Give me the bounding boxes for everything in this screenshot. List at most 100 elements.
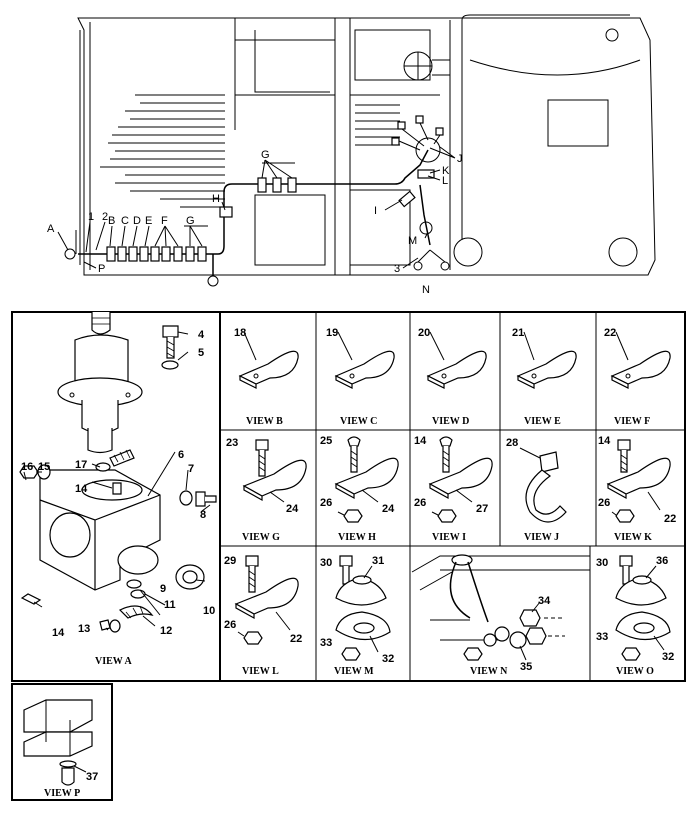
- view-m-callout-32: 32: [382, 653, 394, 665]
- view-b-caption: VIEW B: [246, 416, 283, 427]
- view-i-callout-27: 27: [476, 503, 488, 515]
- view-h-callout-24: 24: [382, 503, 395, 515]
- view-e-caption: VIEW E: [524, 416, 561, 427]
- label-n: N: [422, 284, 430, 296]
- view-b-callout-18: 18: [234, 327, 246, 339]
- callout-14-lower: 14: [52, 627, 65, 639]
- view-c-caption: VIEW C: [340, 416, 377, 427]
- view-n: 34 35 VIEW N: [411, 554, 590, 677]
- view-o: 30 36 33 32 VIEW O: [596, 555, 674, 677]
- view-i-caption: VIEW I: [432, 532, 466, 543]
- view-h-callout-26: 26: [320, 497, 332, 509]
- label-l: L: [442, 175, 448, 187]
- callout-12: 12: [160, 625, 172, 637]
- label-2: 2: [102, 211, 108, 223]
- view-i-callout-14: 14: [414, 435, 427, 447]
- callout-6: 6: [178, 449, 184, 461]
- view-g-callout-24: 24: [286, 503, 299, 515]
- callout-13: 13: [78, 623, 90, 635]
- louvre-lines: [100, 94, 400, 208]
- view-d: 20 VIEW D: [418, 327, 487, 427]
- label-3: 3: [394, 263, 400, 275]
- view-h-caption: VIEW H: [338, 532, 376, 543]
- view-h: 25 26 24 VIEW H: [320, 435, 399, 543]
- view-d-caption: VIEW D: [432, 416, 469, 427]
- detail-views-grid: [11, 311, 686, 801]
- callout-16: 16: [21, 461, 33, 473]
- callout-5: 5: [198, 347, 204, 359]
- view-h-callout-25: 25: [320, 435, 332, 447]
- label-c: C: [121, 215, 129, 227]
- label-j: J: [457, 153, 463, 165]
- view-d-callout-20: 20: [418, 327, 430, 339]
- view-p-caption: VIEW P: [44, 788, 80, 799]
- view-i-callout-26: 26: [414, 497, 426, 509]
- view-l: 29 26 22 VIEW L: [224, 555, 302, 677]
- view-j-caption: VIEW J: [524, 532, 559, 543]
- view-o-callout-32: 32: [662, 651, 674, 663]
- label-i: I: [374, 205, 377, 217]
- label-h: H: [212, 193, 220, 205]
- view-n-callout-35: 35: [520, 661, 532, 673]
- view-o-callout-33: 33: [596, 631, 608, 643]
- label-g-top: G: [261, 149, 270, 161]
- view-j: 28 VIEW J: [506, 437, 567, 543]
- view-a-caption: VIEW A: [95, 656, 133, 667]
- view-n-caption: VIEW N: [470, 666, 508, 677]
- label-1: 1: [88, 211, 94, 223]
- view-p-callout-37: 37: [86, 771, 98, 783]
- callout-14-upper: 14: [75, 483, 88, 495]
- view-j-callout-28: 28: [506, 437, 518, 449]
- label-f: F: [161, 215, 168, 227]
- callout-4: 4: [198, 329, 205, 341]
- view-c: 19 VIEW C: [326, 327, 395, 427]
- cable-clamp-markers: [106, 169, 435, 262]
- callout-9: 9: [160, 583, 166, 595]
- view-e-callout-21: 21: [512, 327, 524, 339]
- callout-8: 8: [200, 509, 206, 521]
- view-c-callout-19: 19: [326, 327, 338, 339]
- view-f-callout-22: 22: [604, 327, 616, 339]
- vehicle-routing-drawing: A 1 2 B C D E F G H G I J K L M 3 N P: [47, 14, 656, 296]
- view-e: 21 VIEW E: [512, 327, 577, 427]
- view-m-callout-30: 30: [320, 557, 332, 569]
- label-m: M: [408, 235, 417, 247]
- view-o-callout-30: 30: [596, 557, 608, 569]
- view-i: 14 26 27 VIEW I: [414, 435, 493, 543]
- callout-10: 10: [203, 605, 215, 617]
- callout-7: 7: [188, 463, 194, 475]
- view-k-callout-14: 14: [598, 435, 611, 447]
- view-b: 18 VIEW B: [234, 327, 299, 427]
- label-p: P: [98, 263, 105, 275]
- view-l-callout-29: 29: [224, 555, 236, 567]
- view-k-caption: VIEW K: [614, 532, 652, 543]
- view-k-callout-22: 22: [664, 513, 676, 525]
- label-e: E: [145, 215, 152, 227]
- label-b: B: [108, 215, 115, 227]
- view-f: 22 VIEW F: [604, 327, 671, 427]
- view-k: 14 26 22 VIEW K: [598, 435, 676, 543]
- view-l-caption: VIEW L: [242, 666, 279, 677]
- label-g-left: G: [186, 215, 195, 227]
- view-m-callout-31: 31: [372, 555, 384, 567]
- view-k-callout-26: 26: [598, 497, 610, 509]
- view-o-callout-36: 36: [656, 555, 668, 567]
- view-f-caption: VIEW F: [614, 416, 650, 427]
- callout-17: 17: [75, 459, 87, 471]
- view-l-callout-22: 22: [290, 633, 302, 645]
- view-g-callout-23: 23: [226, 437, 238, 449]
- view-m-callout-33: 33: [320, 637, 332, 649]
- label-a: A: [47, 223, 55, 235]
- view-o-caption: VIEW O: [616, 666, 654, 677]
- label-k: K: [442, 165, 450, 177]
- callout-11: 11: [164, 599, 176, 611]
- view-m-caption: VIEW M: [334, 666, 374, 677]
- view-m: 30 31 33 32 VIEW M: [320, 555, 394, 677]
- callout-15: 15: [38, 461, 50, 473]
- view-g-caption: VIEW G: [242, 532, 280, 543]
- view-n-callout-34: 34: [538, 595, 551, 607]
- view-g: 23 24 VIEW G: [226, 437, 307, 543]
- view-p: 37 VIEW P: [23, 699, 98, 799]
- label-d: D: [133, 215, 141, 227]
